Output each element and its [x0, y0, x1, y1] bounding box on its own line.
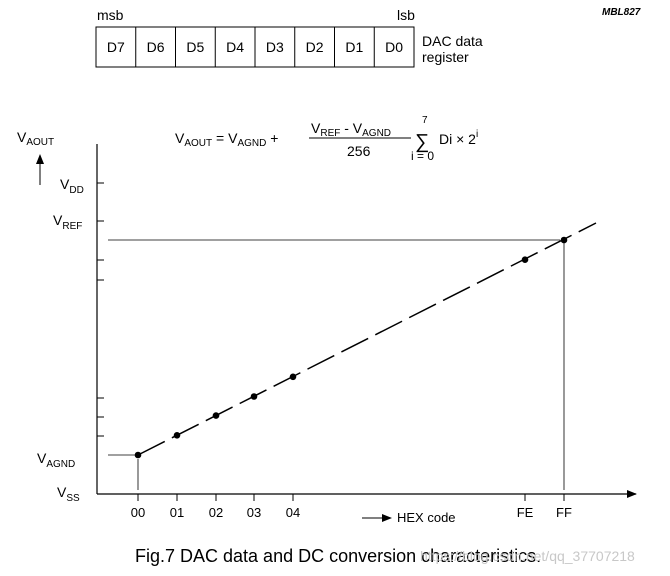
watermark: https://blog.csdn.net/qq_37707218	[420, 548, 635, 564]
lsb-label: lsb	[397, 7, 415, 23]
data-point-01	[173, 432, 181, 439]
plot-area	[108, 222, 597, 490]
y-label-vagnd: VAGND	[37, 450, 75, 470]
data-point-03	[250, 393, 258, 400]
formula-lhs: VAOUT = VAGND +	[175, 130, 278, 149]
dac-data-register: msb lsb D7 D6 D5 D4 D3 D2 D1 D0 DAC data regist…	[95, 7, 483, 68]
register-bit-d4: D4	[226, 39, 244, 55]
register-bit-d1: D1	[345, 39, 363, 55]
sum-lower-limit: i = 0	[411, 149, 434, 163]
register-bit-d3: D3	[266, 39, 284, 55]
y-label-vss: VSS	[57, 484, 80, 504]
x-tick-label-fe: FE	[517, 505, 534, 520]
sum-symbol: ∑	[415, 131, 429, 153]
register-bit-d0: D0	[385, 39, 403, 55]
data-point-fe	[521, 256, 529, 264]
data-point-02	[212, 412, 220, 419]
register-label-line1: DAC data	[422, 33, 483, 49]
register-label-line2: register	[422, 49, 469, 65]
figure-caption: Fig.7 DAC data and DC conversion charact…	[135, 546, 541, 566]
conversion-formula: VAOUT = VAGND + VREF - VAGND 256 7 ∑ i =…	[175, 115, 478, 163]
x-tick-label-02: 02	[209, 505, 223, 520]
register-bit-d6: D6	[147, 39, 165, 55]
formula-numerator: VREF - VAGND	[311, 120, 391, 139]
x-tick-label-01: 01	[170, 505, 184, 520]
data-point-ff	[560, 236, 568, 244]
data-point-04	[289, 373, 297, 381]
y-axis-title: VAOUT	[17, 129, 54, 148]
x-tick-label-ff: FF	[556, 505, 572, 520]
y-label-vref: VREF	[53, 212, 82, 232]
register-bit-d2: D2	[306, 39, 324, 55]
sum-upper-limit: 7	[422, 115, 428, 126]
y-ticks	[97, 182, 104, 437]
x-tick-label-04: 04	[286, 505, 300, 520]
axes: VAOUT VDD VREF VAGND VSS 00 01 02 03 0	[17, 129, 637, 525]
register-bit-d5: D5	[186, 39, 204, 55]
figure-id: MBL827	[602, 7, 641, 18]
x-tick-label-00: 00	[131, 505, 145, 520]
data-point-00	[134, 451, 142, 459]
register-bit-d7: D7	[107, 39, 125, 55]
x-axis-label: HEX code	[397, 510, 456, 525]
formula-term: Di × 2i	[439, 129, 478, 147]
x-tick-label-03: 03	[247, 505, 261, 520]
msb-label: msb	[97, 7, 124, 23]
formula-denominator: 256	[347, 143, 371, 159]
y-label-vdd: VDD	[60, 176, 84, 196]
